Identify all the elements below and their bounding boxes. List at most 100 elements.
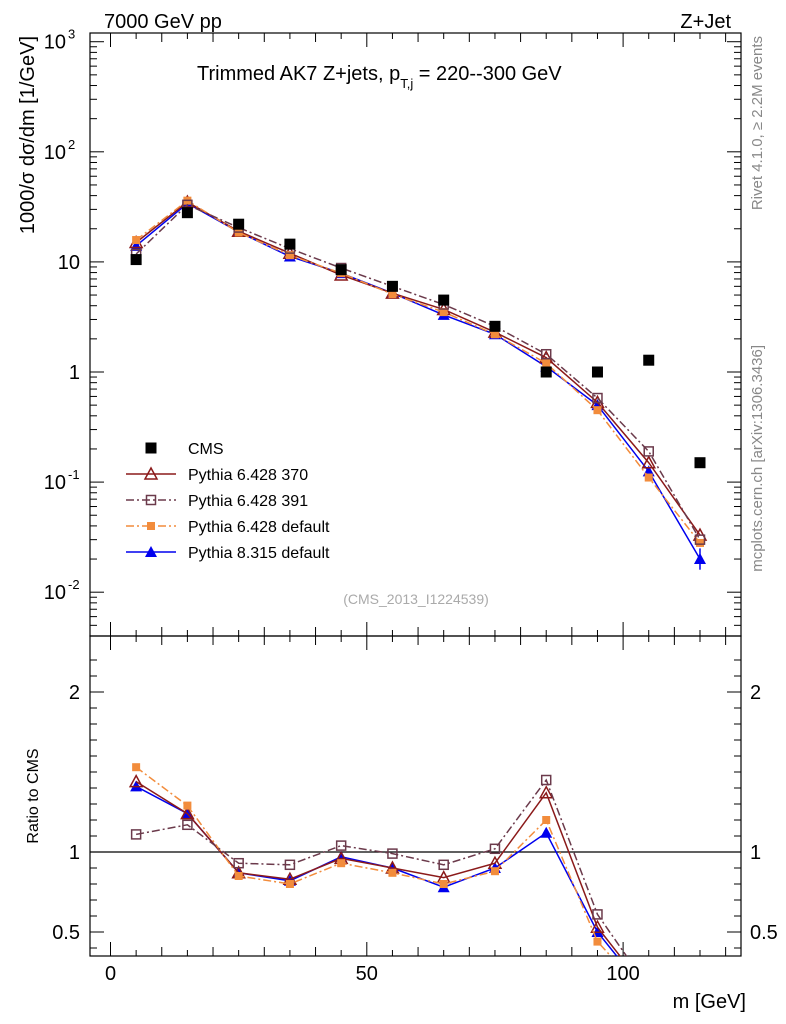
main-y-tick-label: 10	[44, 472, 66, 494]
ratio-data-point	[540, 826, 553, 838]
ratio-data-point	[233, 857, 244, 869]
ratio-data-point	[593, 937, 602, 946]
mcplots-source-label: mcplots.cern.ch [arXiv:1306.3436]	[749, 345, 766, 572]
ratio-data-point	[542, 816, 551, 824]
legend-marker	[145, 546, 157, 557]
ratio-series-1	[130, 774, 628, 956]
ratio-y-tick-label-right: 0.5	[750, 922, 778, 944]
legend-entry: Pythia 8.315 default	[126, 545, 330, 562]
ratio-data-point	[387, 848, 398, 859]
ratio-data-point	[388, 868, 397, 877]
legend: CMS Pythia 6.428 370 Pythia 6.428 391 Pythi…	[126, 441, 330, 562]
legend-label: Pythia 6.428 391	[188, 493, 308, 510]
ratio-series-line	[135, 766, 612, 956]
main-data-point	[540, 366, 552, 378]
ratio-series-0	[128, 774, 621, 956]
ratio-data-point	[285, 880, 294, 888]
main-y-tick-exponent: 2	[68, 137, 75, 152]
main-data-point	[439, 308, 448, 317]
ratio-data-point	[234, 872, 243, 880]
main-data-point	[438, 294, 450, 306]
x-tick-label: 100	[606, 963, 639, 985]
main-data-point	[643, 354, 655, 366]
rivet-version-label: Rivet 4.1.0, ≥ 2.2M events	[749, 36, 766, 210]
ratio-data-point	[284, 859, 296, 871]
ratio-series-line	[135, 778, 628, 956]
ratio-data-point	[538, 785, 554, 799]
ratio-series-line	[135, 780, 621, 956]
ratio-data-point	[439, 880, 448, 888]
x-tick-label: 50	[356, 963, 378, 985]
x-axis-label: m [GeV]	[673, 991, 746, 1013]
main-y-tick-label: 10	[44, 142, 66, 164]
main-data-point	[335, 264, 347, 276]
ratio-data-point	[590, 919, 605, 933]
legend-marker	[145, 442, 157, 454]
ratio-y-tick-label-right: 2	[750, 682, 761, 704]
main-data-point	[386, 280, 398, 292]
ratio-data-point	[489, 843, 501, 855]
header-process-label: Z+Jet	[680, 11, 731, 33]
main-series-0	[130, 207, 706, 469]
legend-label: Pythia 6.428 370	[188, 467, 308, 484]
main-y-tick-label: 10	[58, 252, 80, 274]
main-data-point	[132, 236, 141, 245]
ratio-data-point	[132, 763, 141, 772]
main-y-tick-exponent: -1	[68, 467, 80, 482]
main-series-line	[135, 203, 701, 541]
legend-entry: Pythia 6.428 default	[126, 519, 330, 536]
main-y-tick-exponent: 3	[68, 27, 75, 42]
ratio-data-point	[337, 859, 346, 868]
main-data-point	[694, 534, 706, 545]
main-data-point	[285, 251, 294, 260]
main-data-point	[181, 207, 193, 219]
legend-label: CMS	[188, 441, 224, 458]
ratio-data-point	[335, 840, 347, 851]
ratio-data-point	[182, 819, 193, 831]
ratio-axes: 0.5 0.5 1 1 2 2 0 50 100	[52, 636, 778, 985]
ratio-data-point	[490, 867, 499, 876]
ratio-data-point	[128, 774, 144, 788]
header-energy-label: 7000 GeV pp	[104, 11, 222, 33]
main-series-1	[128, 194, 708, 541]
legend-entry: Pythia 6.428 370	[126, 466, 308, 484]
main-data-point	[388, 290, 397, 299]
ratio-series-2	[132, 763, 612, 956]
legend-entry: Pythia 6.428 391	[126, 493, 308, 510]
main-data-point	[233, 218, 245, 230]
legend-marker	[143, 466, 159, 480]
main-data-point	[284, 238, 296, 250]
main-data-point	[540, 348, 552, 360]
main-series-layer	[128, 194, 708, 570]
x-tick-label: 0	[105, 963, 116, 985]
main-y-tick-label: 10	[44, 32, 66, 54]
main-data-point	[644, 473, 653, 482]
main-data-point	[643, 446, 654, 457]
ratio-data-point	[183, 801, 192, 810]
main-series-line	[135, 201, 701, 536]
ratio-y-tick-label-right: 1	[750, 842, 761, 864]
ratio-data-point	[180, 806, 195, 820]
ratio-plot-frame	[89, 635, 742, 957]
main-plot-title: Trimmed AK7 Z+jets, pT,j = 220--300 GeV	[197, 63, 562, 91]
main-data-point	[490, 330, 499, 339]
ratio-data-point	[592, 909, 603, 920]
legend-label: Pythia 6.428 default	[188, 519, 330, 536]
ratio-data-point	[130, 829, 142, 840]
main-data-point	[593, 406, 602, 415]
legend-label: Pythia 8.315 default	[188, 545, 330, 562]
analysis-tag: (CMS_2013_I1224539)	[343, 591, 489, 607]
main-y-axis-label: 1000/σ dσ/dm [1/GeV]	[17, 36, 39, 234]
main-data-point	[591, 366, 603, 378]
main-data-point	[542, 359, 551, 368]
main-data-point	[695, 538, 704, 547]
main-data-point	[694, 457, 706, 469]
main-data-point	[592, 392, 603, 404]
ratio-data-point	[540, 774, 552, 786]
ratio-y-tick-label: 2	[69, 682, 80, 704]
main-data-point	[641, 455, 656, 469]
legend-marker	[145, 494, 157, 506]
ratio-y-tick-label: 1	[69, 842, 80, 864]
main-y-tick-label: 10	[44, 582, 66, 604]
